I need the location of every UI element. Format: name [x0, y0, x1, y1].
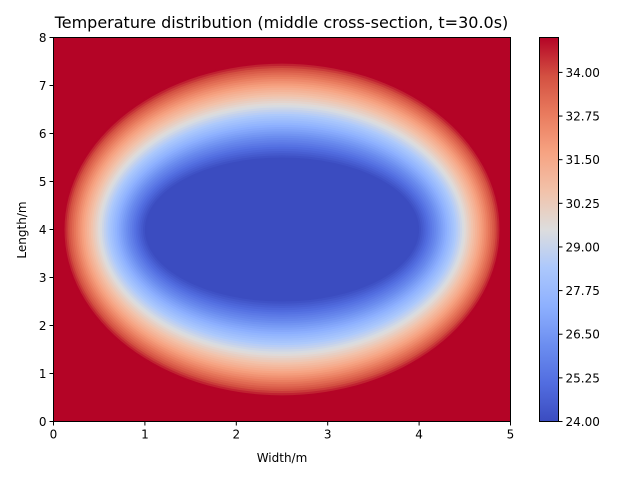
- colorbar-frame: [539, 37, 559, 422]
- colorbar-gradient: [539, 37, 559, 422]
- colorbar-tick-label: 31.50: [566, 153, 600, 167]
- y-axis-label: Length/m: [15, 201, 29, 258]
- chart-title: Temperature distribution (middle cross-s…: [54, 13, 509, 32]
- colorbar-tick-label: 30.25: [566, 197, 600, 211]
- x-tick-label: 4: [415, 428, 423, 442]
- y-axis-ticks: 0 1 2 3 4 5 6 7 8: [39, 31, 54, 429]
- x-axis-ticks: 0 1 2 3 4 5: [50, 421, 515, 442]
- x-tick-label: 3: [324, 428, 332, 442]
- y-tick-label: 7: [39, 79, 47, 93]
- colorbar-tick-label: 24.00: [566, 415, 600, 429]
- colorbar-tick-label: 32.75: [566, 110, 600, 124]
- y-tick-label: 5: [39, 175, 47, 189]
- y-tick-label: 2: [39, 319, 47, 333]
- plot-area: [53, 37, 511, 422]
- contour-band: [144, 157, 420, 302]
- y-tick-label: 8: [39, 31, 47, 45]
- colorbar: 24.00 25.25 26.50 27.75 29.00 30.25 31.50 32.75…: [539, 37, 600, 429]
- x-tick-label: 1: [141, 428, 149, 442]
- x-tick-label: 2: [232, 428, 240, 442]
- colorbar-tick-label: 29.00: [566, 240, 600, 254]
- x-tick-label: 5: [507, 428, 515, 442]
- colorbar-tick-label: 34.00: [566, 66, 600, 80]
- y-tick-label: 4: [39, 223, 47, 237]
- y-tick-label: 0: [39, 415, 47, 429]
- y-tick-label: 6: [39, 127, 47, 141]
- y-tick-label: 1: [39, 367, 47, 381]
- colorbar-tick-label: 27.75: [566, 284, 600, 298]
- y-tick-label: 3: [39, 271, 47, 285]
- contour-bands: [53, 37, 511, 422]
- x-axis-label: Width/m: [257, 451, 308, 465]
- x-tick-label: 0: [50, 428, 58, 442]
- colorbar-ticks: 24.00 25.25 26.50 27.75 29.00 30.25 31.50 32.75…: [558, 66, 600, 429]
- colorbar-tick-label: 26.50: [566, 328, 600, 342]
- colorbar-tick-label: 25.25: [566, 371, 600, 385]
